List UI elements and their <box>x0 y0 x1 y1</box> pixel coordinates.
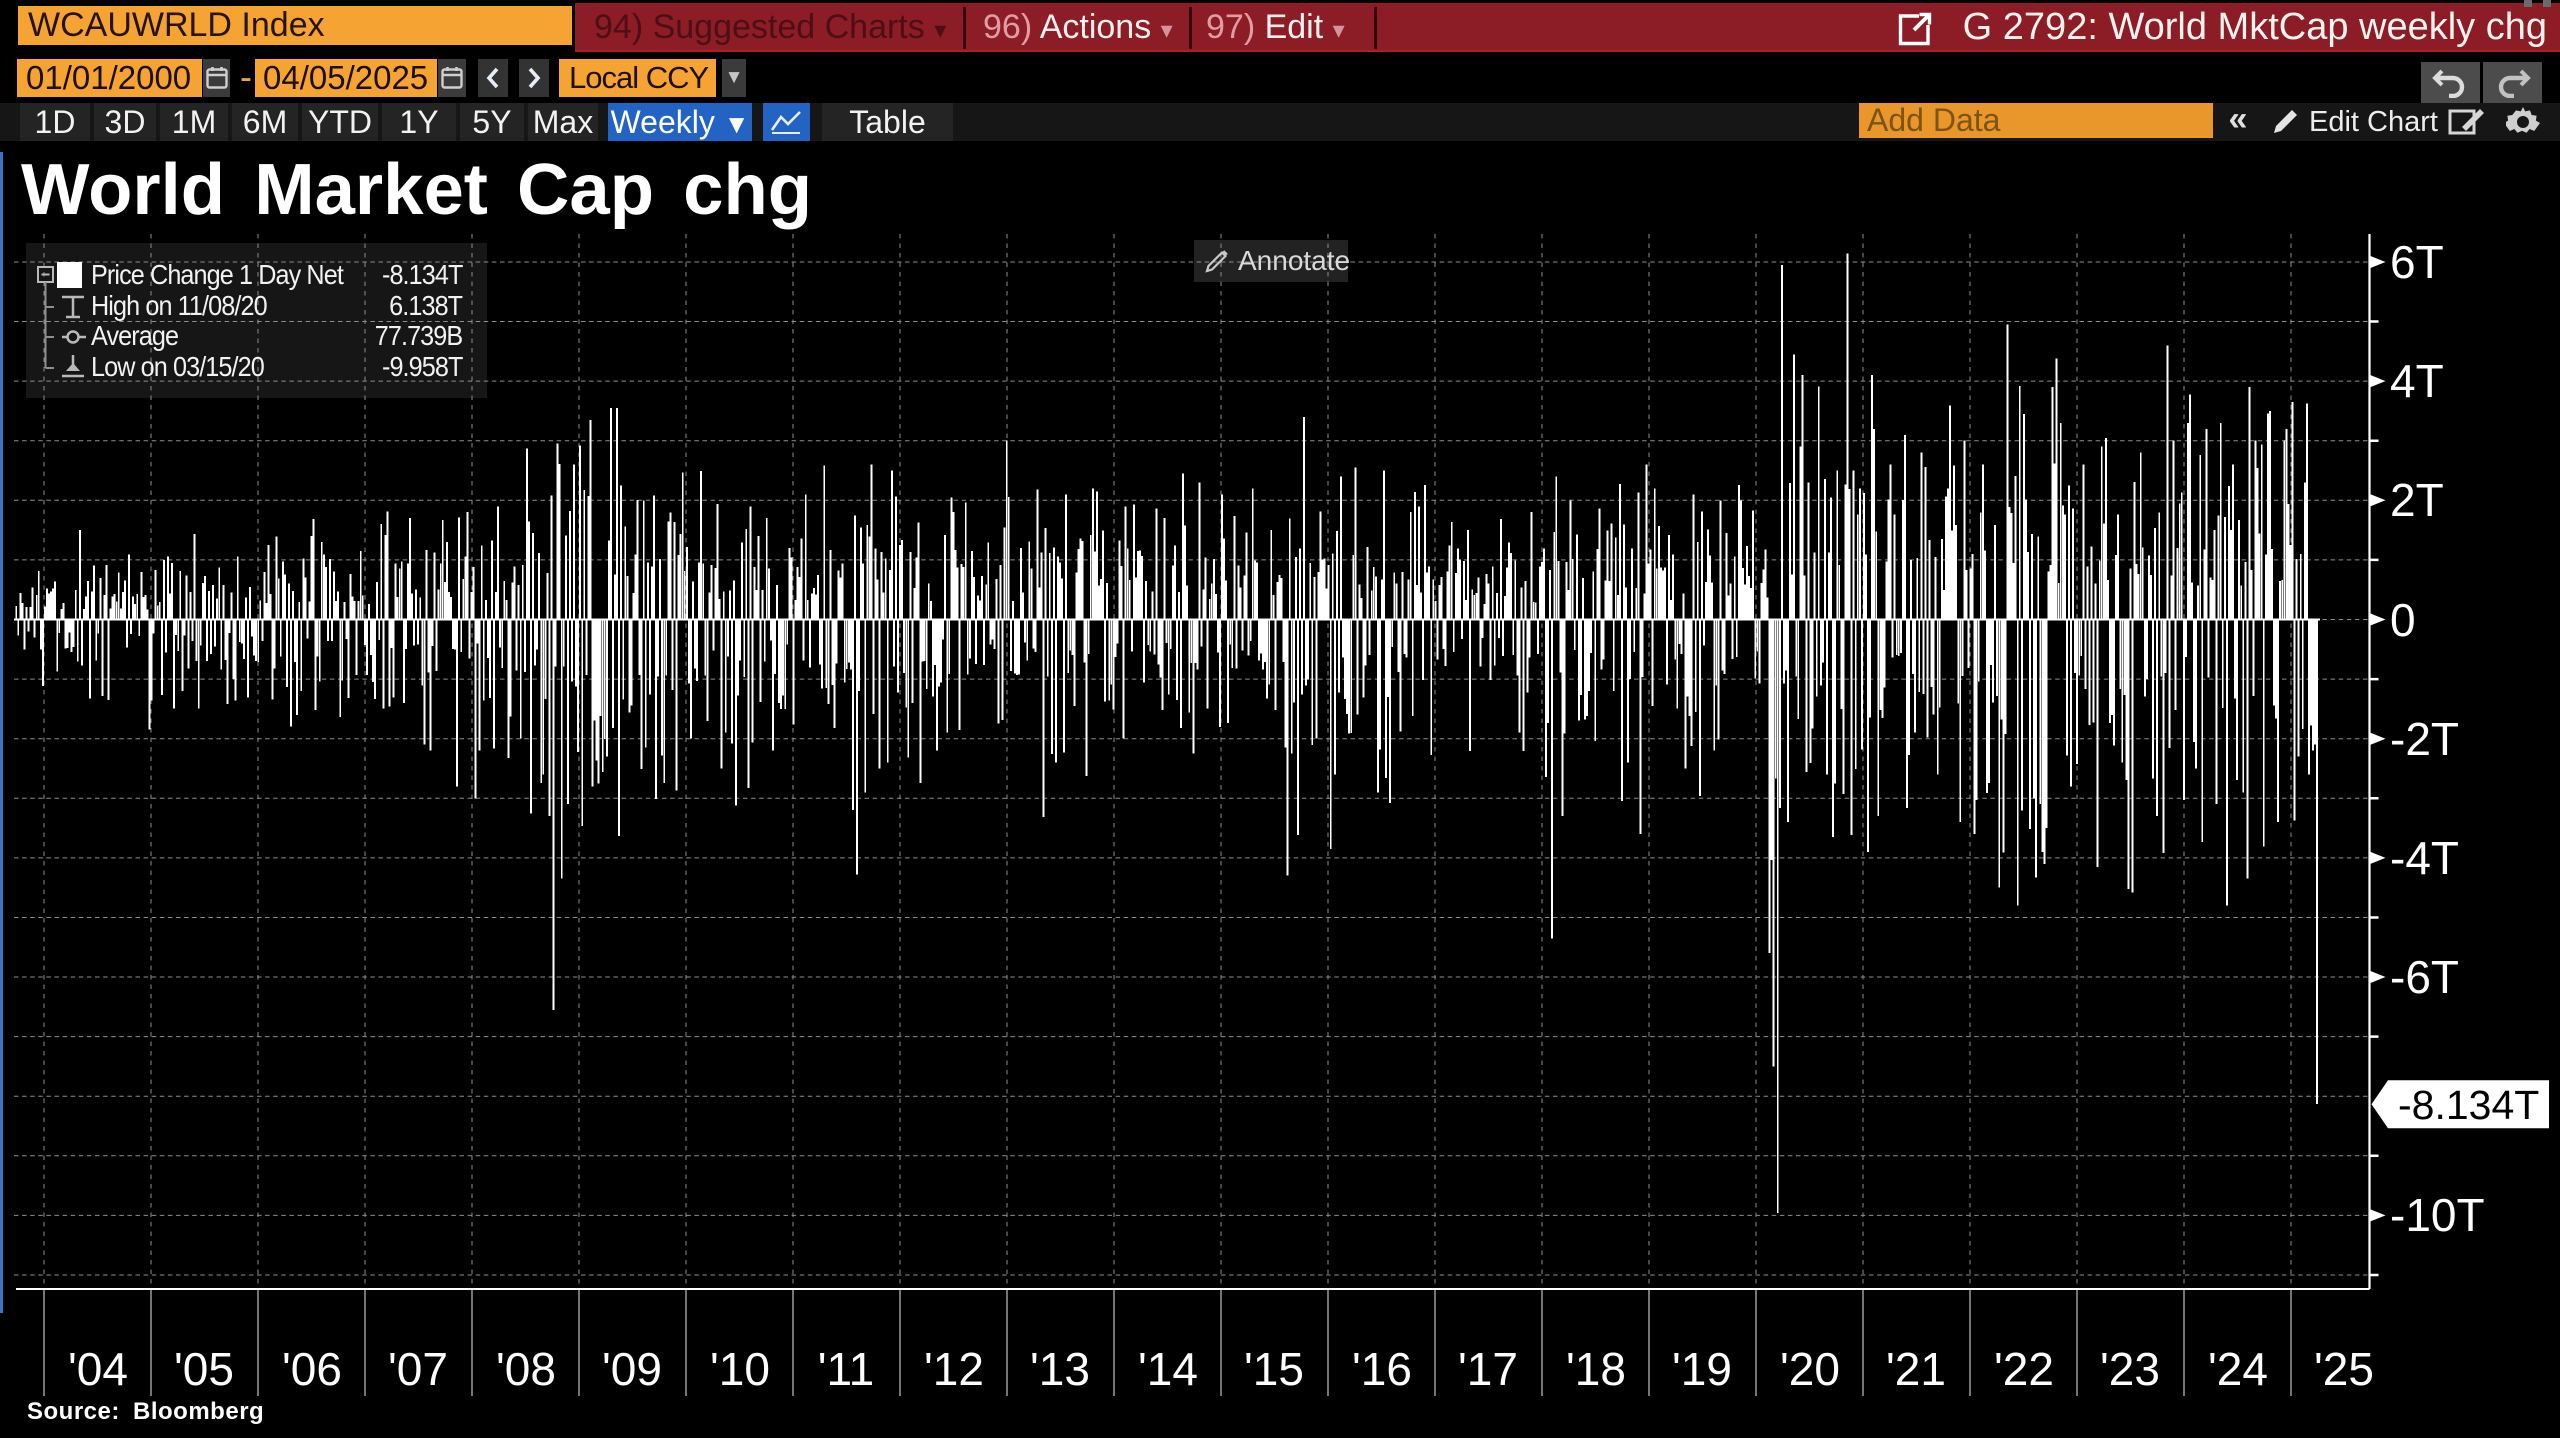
svg-text:'09: '09 <box>602 1343 662 1395</box>
svg-text:-6T: -6T <box>2390 951 2459 1003</box>
svg-text:'20: '20 <box>1780 1343 1840 1395</box>
svg-text:-10T: -10T <box>2390 1189 2485 1241</box>
svg-text:'12: '12 <box>924 1343 984 1395</box>
svg-text:'15: '15 <box>1244 1343 1304 1395</box>
svg-text:'07: '07 <box>388 1343 448 1395</box>
svg-text:2T: 2T <box>2390 474 2444 526</box>
svg-text:'21: '21 <box>1886 1343 1946 1395</box>
svg-text:0: 0 <box>2390 594 2416 646</box>
svg-text:'14: '14 <box>1138 1343 1198 1395</box>
svg-text:-8.134T: -8.134T <box>2398 1082 2539 1128</box>
svg-text:'13: '13 <box>1030 1343 1090 1395</box>
svg-text:'17: '17 <box>1458 1343 1518 1395</box>
svg-text:'10: '10 <box>710 1343 770 1395</box>
svg-text:4T: 4T <box>2390 355 2444 407</box>
svg-text:-4T: -4T <box>2390 832 2459 884</box>
svg-text:'16: '16 <box>1352 1343 1412 1395</box>
svg-text:'06: '06 <box>282 1343 342 1395</box>
svg-text:-2T: -2T <box>2390 713 2459 765</box>
svg-text:'24: '24 <box>2208 1343 2268 1395</box>
svg-text:'05: '05 <box>174 1343 234 1395</box>
svg-text:'11: '11 <box>818 1343 875 1395</box>
svg-text:6T: 6T <box>2390 236 2444 288</box>
svg-text:'19: '19 <box>1672 1343 1732 1395</box>
svg-text:'22: '22 <box>1994 1343 2054 1395</box>
svg-text:'23: '23 <box>2100 1343 2160 1395</box>
svg-text:'08: '08 <box>496 1343 556 1395</box>
svg-text:'18: '18 <box>1566 1343 1626 1395</box>
svg-text:'25: '25 <box>2314 1343 2374 1395</box>
svg-text:'04: '04 <box>68 1343 128 1395</box>
